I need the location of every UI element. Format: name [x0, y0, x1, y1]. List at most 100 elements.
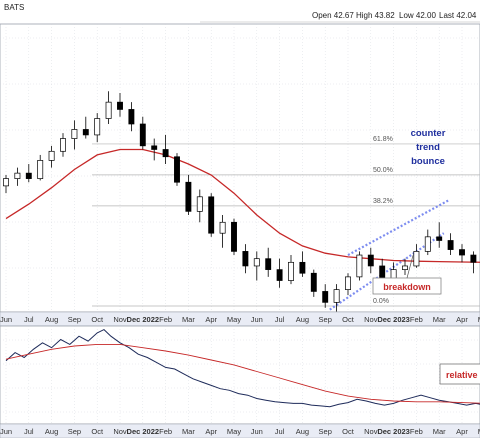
candle	[322, 284, 329, 308]
candle	[367, 247, 374, 274]
candle-body	[94, 118, 101, 136]
candle-body	[174, 156, 180, 183]
candle	[447, 233, 454, 256]
candle-body	[436, 236, 443, 241]
relative-strength-x-tick-label: May	[478, 427, 480, 436]
price-annotations: counter trend bounce breakdown	[372, 128, 446, 295]
candle-body	[208, 196, 215, 234]
candle-body	[139, 123, 146, 147]
candle	[162, 134, 169, 165]
candle-body	[219, 221, 226, 234]
candle	[310, 269, 317, 297]
price-x-tick-label: Jun	[251, 315, 263, 324]
price-x-tick-label: Aug	[45, 315, 58, 324]
candle-body	[367, 254, 374, 267]
counter-trend-bounce-label: counter	[411, 128, 446, 139]
candle	[424, 229, 431, 256]
price-x-tick-label: May	[227, 315, 241, 324]
candle	[71, 120, 78, 150]
price-x-tick-label: Jul	[275, 315, 285, 324]
moving-average	[5, 148, 480, 263]
candle-body	[333, 289, 340, 303]
candle	[333, 284, 340, 312]
candle-body	[356, 254, 363, 278]
candle	[14, 167, 21, 186]
candle-body	[196, 196, 203, 212]
relative-strength-x-tick-label: Aug	[296, 427, 309, 436]
candle-body	[128, 109, 135, 125]
fibonacci-label: 61.8%	[373, 136, 393, 143]
candle	[288, 255, 294, 285]
candle-body	[162, 149, 169, 158]
candle	[128, 102, 135, 132]
relative-strength-x-tick-label: Jun	[0, 427, 12, 436]
relative-strength-x-tick-label: Nov	[364, 427, 378, 436]
price-x-tick-label: Mar	[182, 315, 195, 324]
trend-channel	[329, 199, 449, 311]
relative-strength-x-tick-label: Apr	[205, 427, 217, 436]
price-panel: 61.8% 50.0% 38.2% 0.0% counter trend bounce br…	[0, 21, 480, 315]
fibonacci-levels: 61.8% 50.0% 38.2% 0.0%	[92, 21, 480, 307]
relative-label: relative	[446, 370, 478, 380]
candle	[3, 174, 9, 194]
price-x-tick-label: Dec 2023	[377, 315, 410, 324]
relative-strength-grid	[0, 326, 480, 424]
candle	[413, 244, 420, 268]
relative-strength-x-tick-label: Mar	[182, 427, 195, 436]
symbol-label: BATS	[4, 3, 24, 12]
trend-channel-line	[329, 232, 445, 311]
candle-body	[14, 172, 21, 179]
relative-strength-x-tick-label: Mar	[433, 427, 446, 436]
candle	[470, 251, 477, 274]
ohlc-last: Last 42.04	[439, 11, 477, 20]
ohlc-high: High 43.82	[356, 11, 395, 20]
candle-body	[345, 276, 351, 290]
candle-body	[413, 251, 420, 267]
candle-body	[231, 221, 237, 252]
relative-strength-x-tick-label: Apr	[456, 427, 468, 436]
price-x-tick-label: Feb	[410, 315, 423, 324]
candle	[37, 154, 44, 181]
relative-box	[439, 363, 480, 385]
candle	[196, 189, 203, 223]
relative-strength-x-tick-label: Jun	[251, 427, 263, 436]
fibonacci-label: 50.0%	[373, 167, 393, 174]
candle-body	[105, 101, 112, 119]
trend-channel-line	[347, 199, 449, 257]
candle	[253, 251, 260, 281]
candle-body	[322, 291, 329, 303]
fibonacci-label: 38.2%	[373, 198, 393, 205]
relative-strength-x-tick-label: Sep	[319, 427, 332, 436]
relative-strength-x-tick-label: May	[227, 427, 241, 436]
price-x-tick-label: May	[478, 315, 480, 324]
candle	[299, 251, 306, 277]
price-x-tick-label: Apr	[456, 315, 468, 324]
price-x-tick-label: Sep	[68, 315, 81, 324]
relative-strength-x-tick-label: Jul	[24, 427, 34, 436]
candle-body	[117, 101, 123, 110]
candle	[402, 258, 408, 276]
candle	[276, 258, 283, 288]
candle-body	[265, 258, 272, 270]
breakdown-pointer	[406, 255, 414, 279]
candle	[48, 145, 55, 168]
price-x-tick-label: Aug	[296, 315, 309, 324]
candle	[208, 193, 215, 237]
candle	[94, 113, 101, 143]
candle-body	[459, 249, 465, 256]
candle	[231, 218, 237, 256]
relative-strength-x-axis: Jun Jul Aug Sep Oct Nov Dec 2022 Feb Mar Apr May Ju…	[0, 423, 480, 438]
relative-strength-x-tick-label: Jul	[275, 427, 285, 436]
price-x-tick-label: Jun	[0, 315, 12, 324]
price-x-axis: Jun Jul Aug Sep Oct Nov Dec 2022 Feb Mar Apr May Ju…	[0, 311, 480, 327]
price-x-tick-label: Oct	[91, 315, 104, 324]
candle	[139, 116, 146, 150]
candle-body	[3, 178, 9, 187]
relative-strength-annotations: relative	[439, 363, 480, 385]
ohlc-low: Low 42.00	[399, 11, 436, 20]
relative-strength-x-tick-label: Oct	[342, 427, 355, 436]
relative-strength-x-tick-label: Nov	[113, 427, 127, 436]
candle-body	[424, 236, 431, 252]
candle-body	[470, 254, 477, 263]
candle-body	[37, 160, 44, 179]
